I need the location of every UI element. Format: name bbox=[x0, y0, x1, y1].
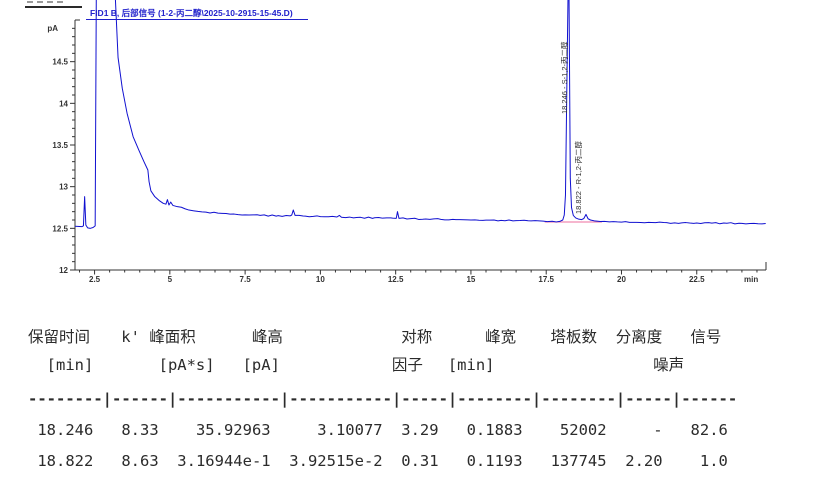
axes: 2.5 5 7.5 10 12.5 15 17.5 20 22.5 12 12.5 13 13.5 14 1… bbox=[52, 19, 767, 284]
table-row: 18.246 8.33 35.92963 3.10077 3.29 0.1883… bbox=[28, 421, 738, 439]
x-tick-label: 15 bbox=[466, 275, 475, 284]
x-tick-label: 22.5 bbox=[689, 275, 705, 284]
x-axis-unit-label: min bbox=[744, 275, 758, 284]
x-tick-label: 20 bbox=[617, 275, 626, 284]
y-tick-label: 13.5 bbox=[52, 141, 68, 150]
y-tick-label: 14.5 bbox=[52, 58, 68, 67]
cropped-ui-line-artifact bbox=[25, 6, 82, 8]
column-header: 峰宽 bbox=[485, 328, 517, 346]
column-header: [min] bbox=[447, 356, 495, 374]
column-header: 分离度 bbox=[615, 328, 663, 346]
peak-label-main: 18.246 - S-1,2-丙二醇 bbox=[559, 41, 569, 114]
table-header-row-2: [min] [pA*s] [pA] 因子 [min] 噪声 bbox=[28, 352, 808, 380]
y-axis-unit-label: pA bbox=[47, 24, 58, 33]
y-tick-label: 13 bbox=[59, 183, 68, 192]
column-header: 噪声 bbox=[653, 356, 685, 374]
column-header: 峰高 bbox=[251, 328, 283, 346]
chromatogram-plot: 2.5 5 7.5 10 12.5 15 17.5 20 22.5 12 12.5 13 13.5 14 1… bbox=[47, 0, 767, 284]
column-header: 峰面积 bbox=[149, 328, 196, 346]
x-tick-label: 7.5 bbox=[240, 275, 252, 284]
peak-results-table: 保留时间 k' 峰面积 峰高 对称 峰宽 塔板数 分离度 信号 [min] [pA*s] [pA] 因… bbox=[28, 324, 808, 476]
x-tick-label: 17.5 bbox=[538, 275, 554, 284]
cropped-ui-artifact bbox=[27, 1, 63, 3]
column-header: [pA*s] bbox=[158, 356, 215, 374]
chromatogram-chart: 2.5 5 7.5 10 12.5 15 17.5 20 22.5 12 12.5 13 13.5 14 1… bbox=[47, 0, 767, 284]
peak-label-minor: 18.822 - R-1,2-丙二醇 bbox=[573, 141, 583, 214]
signal-trace bbox=[74, 0, 766, 229]
column-header: 塔板数 bbox=[550, 328, 597, 346]
chromatogram-signal-line bbox=[74, 0, 766, 229]
x-tick-label: 2.5 bbox=[89, 275, 101, 284]
y-tick-label: 12 bbox=[59, 266, 68, 275]
y-tick-label: 14 bbox=[59, 99, 68, 108]
column-header: 因子 bbox=[391, 356, 423, 374]
column-header: [min] bbox=[46, 356, 94, 374]
x-tick-label: 10 bbox=[316, 275, 325, 284]
column-header: 保留时间 bbox=[28, 328, 91, 346]
x-tick-label: 5 bbox=[168, 275, 173, 284]
table-header-row-1: 保留时间 k' 峰面积 峰高 对称 峰宽 塔板数 分离度 信号 bbox=[28, 324, 808, 352]
column-header: 信号 bbox=[690, 328, 722, 346]
x-tick-label: 12.5 bbox=[388, 275, 404, 284]
column-header: 对称 bbox=[401, 328, 433, 346]
y-tick-label: 12.5 bbox=[52, 224, 68, 233]
column-header: [pA] bbox=[242, 356, 280, 374]
signal-title: FID1 B, 后部信号 (1-2-丙二醇\2025-10-2915-15-45… bbox=[90, 8, 293, 18]
table-row: 18.822 8.63 3.16944e-1 3.92515e-2 0.31 0… bbox=[28, 452, 738, 470]
column-header: k' bbox=[121, 328, 140, 346]
table-separator: --------|------|-----------|-----------|… bbox=[28, 390, 738, 408]
